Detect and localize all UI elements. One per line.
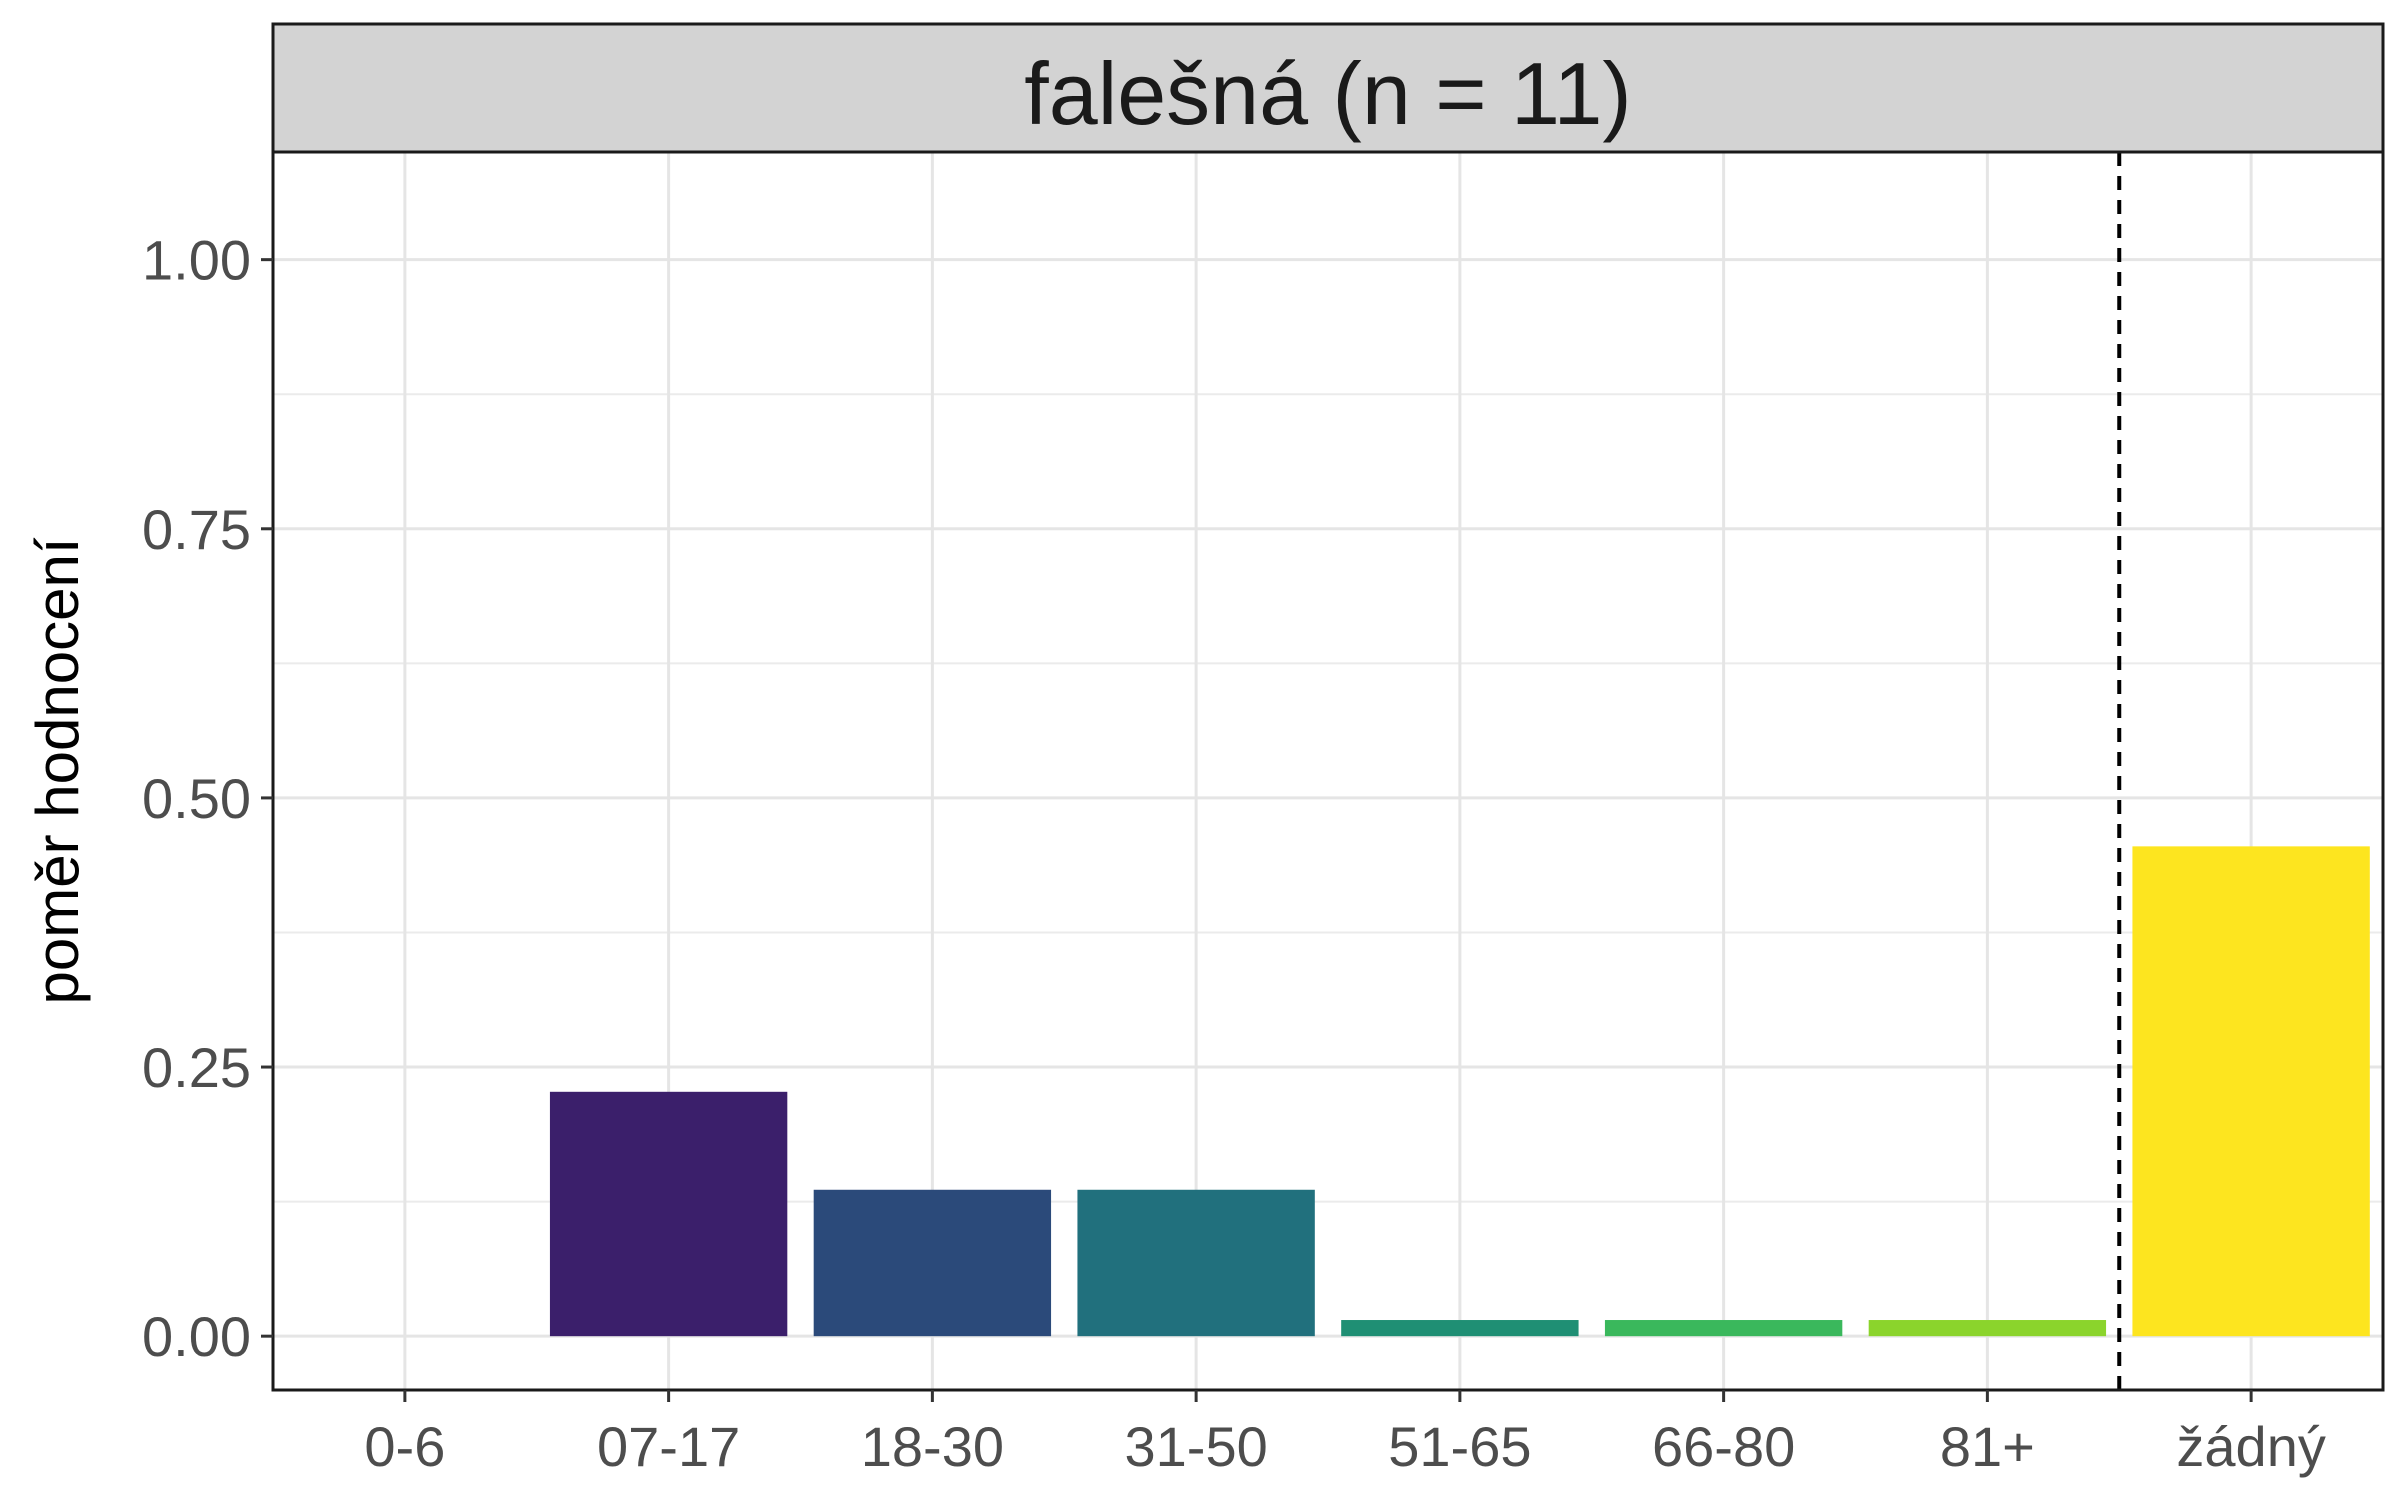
x-axis: 0-6 07-17 18-30 31-50 51-65 66-80 81+ žádný (364, 1390, 2326, 1478)
y-tick-label: 1.00 (142, 229, 251, 292)
bar-18-30 (813, 1189, 1052, 1337)
bar-51-65 (1341, 1320, 1579, 1337)
bar-žádný (2132, 846, 2370, 1337)
x-tick-label: 66-80 (1652, 1415, 1795, 1478)
x-tick-label: 0-6 (364, 1415, 445, 1478)
bar-81+ (1868, 1320, 2107, 1337)
plot-panel-border (271, 150, 2385, 1392)
y-tick-label: 0.00 (142, 1305, 251, 1368)
bar-07-17 (549, 1091, 788, 1337)
gridlines (273, 152, 2383, 1390)
x-tick-label: 07-17 (597, 1415, 740, 1478)
x-tick-label: 81+ (1940, 1415, 2035, 1478)
y-axis-title: poměr hodnocení (24, 537, 91, 1004)
y-tick-label: 0.50 (142, 767, 251, 830)
facet-strip (271, 22, 2385, 154)
x-tick-label: 31-50 (1125, 1415, 1268, 1478)
x-tick-label: 18-30 (861, 1415, 1004, 1478)
bar-31-50 (1077, 1189, 1315, 1337)
x-tick-label: 51-65 (1388, 1415, 1531, 1478)
bars (549, 846, 2370, 1337)
y-axis: 0.00 0.25 0.50 0.75 1.00 (142, 229, 273, 1368)
y-tick-label: 0.75 (142, 498, 251, 561)
facet-strip-label: falešná (n = 11) (1024, 44, 1631, 143)
bar-66-80 (1604, 1320, 1843, 1337)
x-tick-label: žádný (2176, 1415, 2325, 1478)
y-tick-label: 0.25 (142, 1036, 251, 1099)
